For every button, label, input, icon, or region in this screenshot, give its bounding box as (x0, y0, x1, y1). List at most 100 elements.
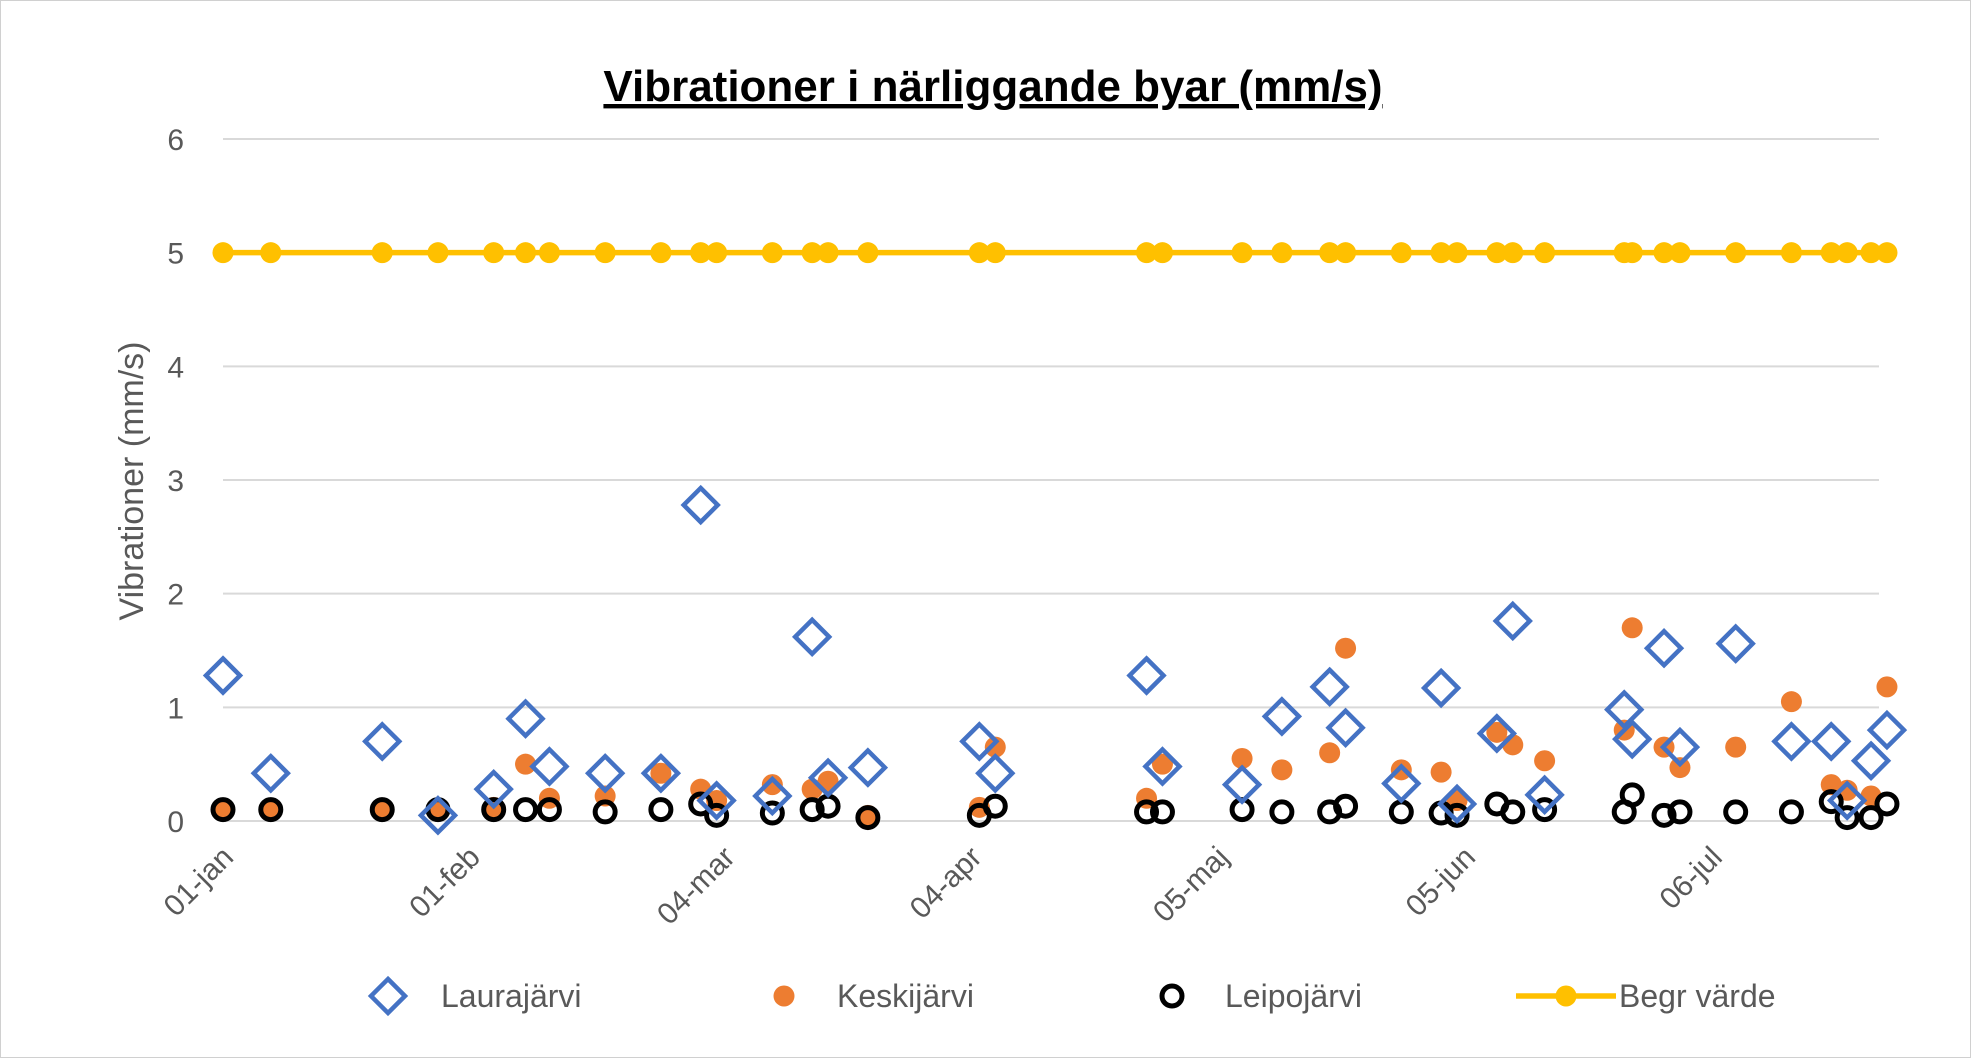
data-point (759, 800, 785, 826)
legend-label: Laurajärvi (441, 978, 582, 1014)
data-point (968, 242, 990, 264)
data-point (1231, 242, 1253, 264)
data-point (640, 753, 682, 794)
data-point (1436, 783, 1478, 825)
data-point (982, 793, 1008, 819)
data-point (250, 753, 291, 794)
data-point (1780, 691, 1802, 713)
data-point (1534, 242, 1556, 264)
data-point (260, 242, 282, 264)
legend-marker (1555, 985, 1577, 1007)
data-point (1335, 637, 1357, 659)
data-point (1826, 780, 1868, 821)
data-point (592, 799, 618, 825)
data-point (1820, 242, 1842, 264)
data-point (1820, 774, 1842, 796)
data-point (1850, 740, 1892, 781)
data-point (650, 242, 672, 264)
data-point (1151, 753, 1173, 775)
data-point (371, 799, 393, 821)
data-point (1261, 696, 1303, 737)
data-point (1126, 655, 1167, 696)
data-point (1836, 242, 1858, 264)
data-point (1653, 242, 1675, 264)
data-point (212, 799, 234, 821)
data-point (1715, 623, 1756, 664)
data-point (984, 242, 1006, 264)
data-point (1271, 759, 1293, 781)
y-axis-title: Vibrationer (mm/s) (113, 342, 151, 621)
data-point (1858, 805, 1884, 831)
x-tick-label: 04-mar (651, 841, 742, 932)
data-point (473, 768, 514, 810)
data-point (696, 780, 737, 821)
data-point (1325, 707, 1366, 748)
data-point (1136, 242, 1158, 264)
data-point (959, 721, 1000, 762)
data-point (791, 616, 833, 658)
y-tick-label: 4 (167, 351, 184, 384)
data-point (1500, 799, 1526, 825)
data-point (1390, 759, 1412, 781)
legend-label: Begr värde (1619, 978, 1776, 1014)
data-point (202, 655, 244, 696)
x-tick-label: 01-jan (158, 841, 240, 923)
data-point (362, 721, 403, 762)
data-point (1335, 242, 1357, 264)
legend-label: Leipojärvi (1225, 978, 1362, 1014)
data-point (680, 484, 721, 526)
data-point (1151, 242, 1173, 264)
y-axis-ticks: 0 1 2 3 4 5 6 (167, 124, 184, 839)
data-point (801, 242, 823, 264)
data-point (1502, 242, 1524, 264)
data-point (650, 762, 672, 784)
data-point (1669, 757, 1691, 779)
data-point (258, 797, 284, 823)
data-point (1780, 242, 1802, 264)
legend-label: Keskijärvi (837, 978, 974, 1014)
data-point (1621, 242, 1643, 264)
legend-item: Begr värde (1516, 978, 1776, 1014)
data-point (1476, 713, 1518, 754)
data-point (1612, 718, 1653, 760)
y-tick-label: 1 (167, 692, 184, 725)
data-point (1149, 799, 1175, 825)
data-point (1446, 242, 1468, 264)
data-point (481, 797, 507, 823)
data-point (1725, 736, 1747, 758)
data-point (1333, 793, 1359, 819)
data-point (1134, 799, 1160, 825)
data-point (427, 242, 449, 264)
data-point (1811, 721, 1852, 762)
legend-item: Laurajärvi (367, 975, 582, 1017)
data-point (1778, 799, 1804, 825)
data-point (1390, 242, 1412, 264)
data-point (594, 242, 616, 264)
data-point (417, 795, 459, 836)
data-point (1486, 721, 1508, 743)
x-tick-label: 01-feb (403, 841, 486, 924)
legend: Laurajärvi Keskijärvi Leipojärvi Begr värde (367, 975, 1776, 1017)
data-point (515, 753, 537, 775)
data-point (857, 242, 879, 264)
data-point (1860, 242, 1882, 264)
x-tick-label: 04-apr (904, 841, 989, 926)
legend-item: Keskijärvi (773, 978, 974, 1014)
legend-item: Leipojärvi (1159, 978, 1362, 1014)
legend-marker (773, 985, 795, 1007)
data-point (1604, 689, 1645, 730)
data-point (1492, 600, 1533, 642)
data-point (1874, 791, 1900, 817)
data-point (1818, 789, 1844, 815)
data-point (505, 698, 546, 739)
data-point (975, 753, 1016, 794)
data-point (1319, 742, 1341, 764)
data-point (260, 799, 282, 821)
data-point (1231, 747, 1253, 769)
data-point (483, 242, 505, 264)
data-point (847, 747, 889, 788)
data-point (536, 797, 562, 823)
data-point (1221, 764, 1263, 805)
